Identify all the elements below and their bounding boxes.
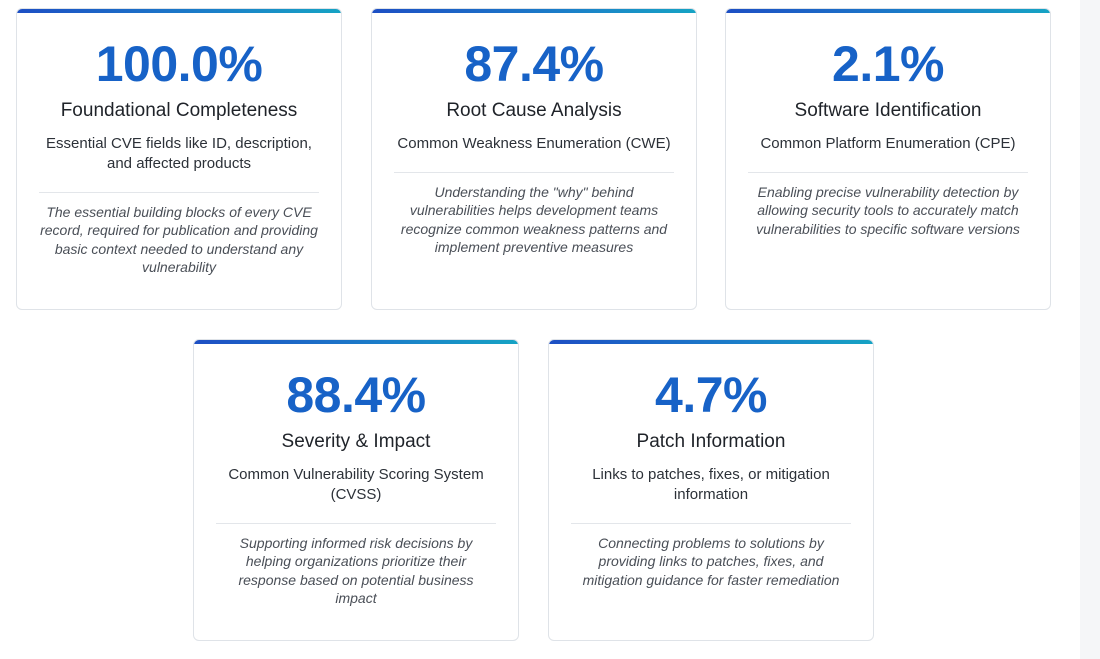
- stat-card-foundational-completeness: 100.0% Foundational Completeness Essenti…: [16, 8, 342, 310]
- card-divider: [748, 171, 1028, 173]
- card-accent-bar: [194, 340, 518, 344]
- card-divider: [571, 522, 851, 524]
- stat-title: Root Cause Analysis: [446, 100, 622, 121]
- card-divider: [394, 171, 674, 173]
- stat-card-severity-impact: 88.4% Severity & Impact Common Vulnerabi…: [193, 339, 519, 641]
- stat-description: The essential building blocks of every C…: [40, 203, 318, 276]
- stat-card-root-cause-analysis: 87.4% Root Cause Analysis Common Weaknes…: [371, 8, 697, 310]
- stat-description: Understanding the "why" behind vulnerabi…: [400, 183, 668, 256]
- card-divider: [39, 191, 319, 193]
- page-gutter: [1080, 0, 1100, 659]
- stat-percentage: 2.1%: [832, 36, 944, 92]
- stat-percentage: 100.0%: [95, 36, 263, 92]
- card-accent-bar: [726, 9, 1050, 13]
- stat-subtitle: Common Vulnerability Scoring System (CVS…: [228, 465, 484, 503]
- card-accent-bar: [549, 340, 873, 344]
- stat-title: Patch Information: [636, 431, 786, 452]
- stat-percentage: 4.7%: [655, 367, 767, 423]
- card-accent-bar: [17, 9, 341, 13]
- stat-title: Software Identification: [794, 100, 982, 121]
- card-accent-bar: [372, 9, 696, 13]
- stat-title: Severity & Impact: [281, 431, 431, 452]
- stat-percentage: 88.4%: [286, 367, 426, 423]
- stat-card-software-identification: 2.1% Software Identification Common Plat…: [725, 8, 1051, 310]
- stat-subtitle: Links to patches, fixes, or mitigation i…: [592, 465, 830, 503]
- stat-title: Foundational Completeness: [60, 100, 298, 121]
- stat-subtitle: Common Platform Enumeration (CPE): [760, 134, 1016, 152]
- stat-percentage: 87.4%: [464, 36, 604, 92]
- stat-subtitle: Common Weakness Enumeration (CWE): [397, 134, 671, 152]
- stat-card-patch-information: 4.7% Patch Information Links to patches,…: [548, 339, 874, 641]
- stat-description: Enabling precise vulnerability detection…: [756, 183, 1020, 237]
- stat-description: Supporting informed risk decisions by he…: [238, 534, 474, 607]
- card-divider: [216, 522, 496, 524]
- stat-subtitle: Essential CVE fields like ID, descriptio…: [46, 134, 312, 172]
- stat-description: Connecting problems to solutions by prov…: [582, 534, 840, 588]
